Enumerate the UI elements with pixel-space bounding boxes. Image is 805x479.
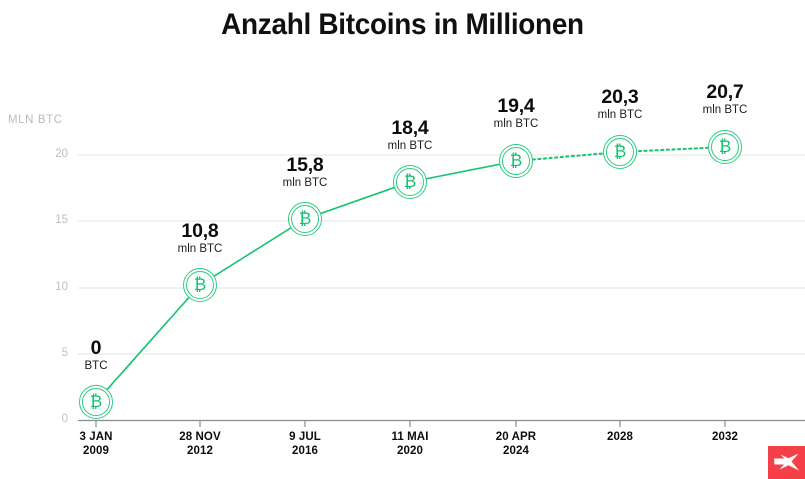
data-label-4: 19,4 mln BTC bbox=[446, 96, 586, 132]
page-title: Anzahl Bitcoins in Millionen bbox=[221, 8, 584, 41]
x-tick-label-6: 2032 bbox=[665, 430, 785, 444]
x-tick-line2: 2012 bbox=[187, 445, 213, 457]
x-tick-line1: 3 JAN bbox=[79, 431, 113, 443]
data-label-value: 20,3 bbox=[601, 86, 639, 108]
data-point-marker-1[interactable]: ₿ bbox=[183, 268, 217, 302]
data-label-unit: mln BTC bbox=[597, 109, 643, 121]
y-tick-0: 0 bbox=[61, 413, 68, 425]
brand-logo bbox=[768, 446, 805, 479]
marker-inner-ring bbox=[396, 168, 424, 196]
data-label-2: 15,8 mln BTC bbox=[235, 155, 375, 191]
data-point-marker-0[interactable]: ₿ bbox=[79, 385, 113, 419]
data-label-value: 20,7 bbox=[706, 81, 744, 103]
data-label-1: 10,8 mln BTC bbox=[130, 221, 270, 257]
marker-inner-ring bbox=[711, 133, 739, 161]
x-tick-label-0: 3 JAN 2009 bbox=[36, 430, 156, 458]
series-line-projected bbox=[515, 146, 726, 162]
y-tick-5: 5 bbox=[61, 347, 68, 359]
data-label-unit: mln BTC bbox=[177, 243, 223, 255]
y-tick-10: 10 bbox=[55, 281, 68, 293]
x-tick-line1: 2032 bbox=[712, 431, 738, 443]
marker-inner-ring bbox=[502, 147, 530, 175]
x-tick-line2: 2020 bbox=[397, 445, 423, 457]
data-point-marker-6[interactable]: ₿ bbox=[708, 130, 742, 164]
x-tick-line2: 2016 bbox=[292, 445, 318, 457]
data-label-unit: mln BTC bbox=[702, 104, 748, 116]
bitcoin-icon: ₿ bbox=[718, 137, 732, 157]
bitcoin-icon: ₿ bbox=[403, 172, 417, 192]
data-label-value: 19,4 bbox=[497, 95, 535, 117]
data-point-marker-4[interactable]: ₿ bbox=[499, 144, 533, 178]
bitcoin-icon: ₿ bbox=[613, 142, 627, 162]
x-tick-label-3: 11 MAI 2020 bbox=[350, 430, 470, 458]
y-tick-20: 20 bbox=[55, 148, 68, 160]
x-logo-icon bbox=[774, 453, 799, 471]
y-axis-unit-label: MLN BTC bbox=[8, 114, 63, 126]
bitcoin-icon: ₿ bbox=[298, 209, 312, 229]
x-tick-line1: 20 APR bbox=[495, 431, 537, 443]
data-label-0: 0 BTC bbox=[26, 338, 166, 374]
data-label-value: 0 bbox=[90, 337, 102, 359]
data-label-value: 18,4 bbox=[391, 117, 429, 139]
x-tick-line1: 2028 bbox=[607, 431, 633, 443]
data-label-unit: BTC bbox=[84, 360, 108, 372]
data-label-value: 15,8 bbox=[286, 154, 324, 176]
data-label-unit: mln BTC bbox=[387, 140, 433, 152]
x-axis-ticks bbox=[95, 420, 726, 427]
x-tick-label-5: 2028 bbox=[560, 430, 680, 444]
marker-inner-ring bbox=[606, 138, 634, 166]
data-point-marker-2[interactable]: ₿ bbox=[288, 202, 322, 236]
x-tick-line1: 11 MAI bbox=[391, 431, 429, 443]
marker-inner-ring bbox=[186, 271, 214, 299]
data-label-unit: mln BTC bbox=[493, 118, 539, 130]
bitcoin-icon: ₿ bbox=[509, 151, 523, 171]
data-label-3: 18,4 mln BTC bbox=[340, 118, 480, 154]
bitcoin-icon: ₿ bbox=[193, 275, 207, 295]
marker-inner-ring bbox=[82, 388, 110, 416]
data-label-5: 20,3 mln BTC bbox=[550, 87, 690, 123]
y-tick-15: 15 bbox=[55, 214, 68, 226]
data-point-marker-3[interactable]: ₿ bbox=[393, 165, 427, 199]
marker-inner-ring bbox=[291, 205, 319, 233]
bitcoin-icon: ₿ bbox=[89, 392, 103, 412]
x-tick-line1: 9 JUL bbox=[289, 431, 321, 443]
x-tick-line2: 2009 bbox=[83, 445, 109, 457]
x-tick-line1: 28 NOV bbox=[179, 431, 221, 443]
x-tick-label-1: 28 NOV 2012 bbox=[140, 430, 260, 458]
data-label-unit: mln BTC bbox=[282, 177, 328, 189]
x-tick-line2: 2024 bbox=[503, 445, 529, 457]
x-tick-label-2: 9 JUL 2016 bbox=[245, 430, 365, 458]
x-tick-label-4: 20 APR 2024 bbox=[456, 430, 576, 458]
data-point-marker-5[interactable]: ₿ bbox=[603, 135, 637, 169]
data-label-value: 10,8 bbox=[181, 220, 219, 242]
data-label-6: 20,7 mln BTC bbox=[655, 82, 795, 118]
